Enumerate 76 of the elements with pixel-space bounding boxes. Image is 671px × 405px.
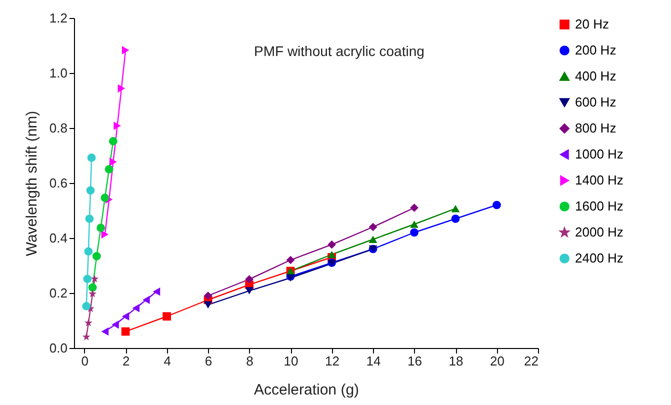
x-tick-label: 22 xyxy=(524,354,538,368)
point xyxy=(104,165,114,174)
point xyxy=(451,204,460,212)
point xyxy=(101,230,109,239)
y-tick-label: 1.2 xyxy=(49,10,68,26)
point xyxy=(112,320,119,329)
point xyxy=(132,304,140,312)
y-tick-label: 0.2 xyxy=(49,286,68,300)
point xyxy=(368,236,378,243)
point xyxy=(328,240,336,249)
x-tick-label: 18 xyxy=(448,354,464,368)
y-axis-title: Wavelength shift (nm) xyxy=(23,110,40,256)
point xyxy=(85,214,94,223)
point xyxy=(152,287,160,296)
point xyxy=(114,122,121,130)
point xyxy=(82,302,91,310)
point xyxy=(109,137,118,146)
point xyxy=(492,200,501,210)
legend-label: 800 Hz xyxy=(575,120,616,136)
point xyxy=(88,290,97,298)
point xyxy=(410,228,418,237)
point xyxy=(368,222,378,232)
point xyxy=(110,158,117,166)
legend-label: 1400 Hz xyxy=(575,172,624,188)
text: PMF without acrylic coating xyxy=(254,43,424,59)
point xyxy=(87,154,96,162)
point xyxy=(122,46,130,54)
legend-label: 1000 Hz xyxy=(575,146,624,162)
legend-label: 2400 Hz xyxy=(575,250,624,266)
point xyxy=(162,312,171,321)
point xyxy=(86,186,95,195)
point xyxy=(122,312,130,321)
y-tick-label: 0.4 xyxy=(49,230,68,246)
legend-label: 400 Hz xyxy=(575,68,616,84)
point xyxy=(121,327,130,336)
point xyxy=(451,214,460,223)
legend-label: 200 Hz xyxy=(575,42,616,58)
point xyxy=(410,220,418,228)
x-tick-label: 6 xyxy=(204,354,212,368)
point xyxy=(84,247,93,256)
point xyxy=(118,84,126,93)
x-tick-label: 8 xyxy=(246,354,254,368)
point xyxy=(92,252,101,260)
x-tick-label: 16 xyxy=(408,354,422,368)
point xyxy=(410,204,418,212)
point xyxy=(100,194,110,202)
point xyxy=(84,318,92,326)
point xyxy=(204,301,212,308)
legend-label: 2000 Hz xyxy=(575,224,624,240)
point xyxy=(88,283,97,292)
point xyxy=(96,224,105,232)
point xyxy=(204,292,212,300)
y-tick-label: 1.0 xyxy=(49,66,68,80)
x-tick-label: 12 xyxy=(325,354,340,368)
x-tick-label: 10 xyxy=(284,354,298,368)
x-tick-label: 4 xyxy=(164,354,171,368)
legend-label: 1600 Hz xyxy=(575,198,624,214)
x-tick-label: 0 xyxy=(81,354,88,368)
legend-label: 20 Hz xyxy=(575,16,609,32)
x-tick-label: 14 xyxy=(366,354,381,368)
x-axis-title: Acceleration (g) xyxy=(254,382,360,398)
point xyxy=(245,275,254,284)
point xyxy=(90,274,99,282)
point xyxy=(101,327,109,336)
x-tick-label: 20 xyxy=(490,354,504,368)
point xyxy=(245,287,254,294)
y-tick-label: 0.0 xyxy=(49,340,68,356)
point xyxy=(286,256,295,264)
point xyxy=(83,274,92,284)
x-tick-label: 2 xyxy=(122,354,130,368)
y-tick-label: 0.8 xyxy=(49,120,68,136)
point xyxy=(142,296,150,304)
point xyxy=(82,332,90,340)
legend-label: 600 Hz xyxy=(575,94,616,110)
point xyxy=(328,250,336,258)
y-tick-label: 0.6 xyxy=(49,176,68,190)
